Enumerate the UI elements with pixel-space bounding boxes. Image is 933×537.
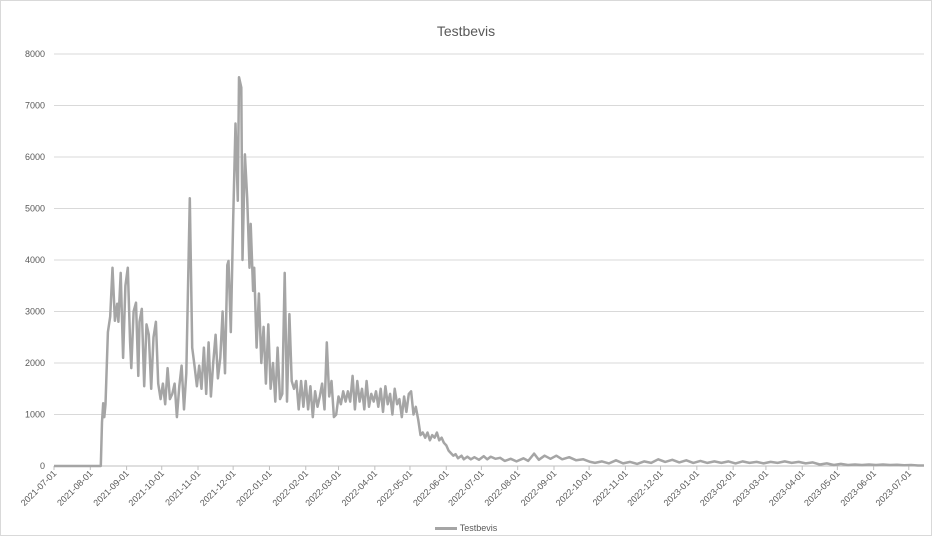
x-tick-label: 2021-09-01 [91, 468, 131, 508]
x-tick-label: 2022-08-01 [482, 468, 522, 508]
x-tick-label: 2021-11-01 [163, 468, 202, 507]
x-tick-label: 2022-10-01 [554, 468, 594, 508]
y-tick-label: 2000 [25, 358, 45, 368]
x-tick-label: 2022-04-01 [340, 468, 380, 508]
x-tick-label: 2023-04-01 [767, 468, 807, 508]
legend-swatch [434, 526, 457, 530]
y-tick-label: 6000 [25, 152, 45, 162]
y-tick-label: 1000 [25, 410, 45, 420]
x-tick-label: 2022-09-01 [519, 468, 559, 508]
y-tick-label: 3000 [25, 307, 45, 317]
y-tick-label: 7000 [25, 101, 45, 111]
y-tick-label: 8000 [25, 49, 45, 59]
x-tick-label: 2023-03-01 [731, 468, 771, 508]
legend-label: Testbevis [459, 523, 498, 533]
x-tick-label: 2022-11-01 [591, 468, 630, 507]
x-tick-label: 2021-12-01 [198, 468, 238, 508]
y-tick-label: 4000 [25, 255, 45, 265]
x-tick-label: 2023-07-01 [874, 468, 914, 508]
x-tick-label: 2022-05-01 [375, 468, 415, 508]
x-tick-label: 2022-12-01 [625, 468, 665, 508]
y-tick-label: 0 [40, 461, 45, 471]
x-tick-label: 2022-01-01 [234, 468, 274, 508]
y-tick-label: 5000 [25, 204, 45, 214]
x-tick-label: 2021-07-01 [19, 468, 59, 508]
x-tick-label: 2022-07-01 [446, 468, 486, 508]
x-tick-label: 2023-01-01 [662, 468, 702, 508]
x-tick-label: 2021-10-01 [127, 468, 167, 508]
x-tick-label: 2021-08-01 [55, 468, 95, 508]
x-tick-label: 2023-06-01 [838, 468, 878, 508]
chart-title: Testbevis [436, 23, 496, 39]
legend: Testbevis [1, 521, 931, 535]
x-tick-label: 2023-05-01 [802, 468, 842, 508]
series-line-testbevis [54, 75, 924, 468]
x-tick-label: 2022-06-01 [411, 468, 451, 508]
x-tick-label: 2022-03-01 [303, 468, 343, 508]
